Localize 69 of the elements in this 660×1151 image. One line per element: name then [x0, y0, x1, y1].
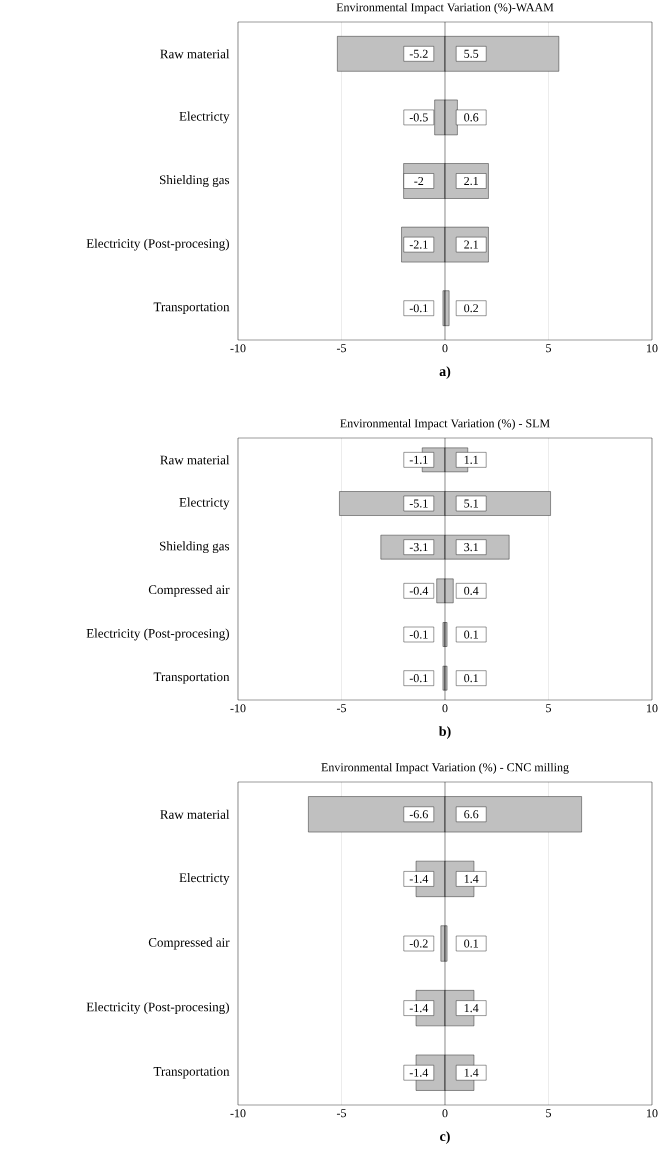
chart-title: Environmental Impact Variation (%) - CNC milling [321, 762, 569, 774]
y-tick-label: Transportation [153, 1067, 230, 1079]
data-label: 0.1 [464, 630, 478, 639]
y-tick-label: Electricity (Post-procesing) [86, 1002, 229, 1015]
x-tick-label: -5 [336, 344, 347, 353]
y-tick-label: Shielding gas [159, 541, 230, 554]
data-label: 1.4 [464, 874, 479, 883]
y-tick-label: Transportation [153, 672, 230, 684]
x-tick-label: 0 [442, 1109, 448, 1118]
data-label: 5.5 [464, 49, 479, 58]
y-tick-label: Electricty [179, 497, 230, 510]
y-tick-label: Compressed air [148, 937, 230, 950]
chart-title: Environmental Impact Variation (%)-WAAM [336, 2, 554, 14]
text: b) [438, 726, 451, 739]
data-label: -1.1 [409, 455, 428, 464]
y-tick-label: Electricity (Post-procesing) [86, 628, 229, 641]
data-label: 1.1 [464, 455, 478, 464]
data-label: 0.1 [464, 674, 478, 683]
data-label: 2.1 [464, 176, 478, 186]
data-label: -0.2 [409, 939, 428, 948]
y-tick-label: Electricty [179, 111, 230, 124]
y-tick-label: Electricty [179, 873, 230, 885]
data-label: -0.1 [409, 674, 428, 683]
y-tick-label: Compressed air [148, 584, 230, 597]
text: a) [439, 366, 451, 379]
data-label: -2.1 [409, 240, 428, 249]
data-label: -1.4 [409, 1068, 429, 1077]
data-label: 3.1 [464, 543, 478, 552]
data-label: 0.2 [464, 304, 479, 313]
y-tick-label: Raw material [160, 49, 230, 59]
data-label: 1.4 [464, 1068, 479, 1077]
data-label: -5.2 [409, 49, 428, 58]
x-tick-label: 10 [647, 1109, 658, 1118]
data-label: -1.4 [409, 1004, 429, 1013]
y-tick-label: Shielding gas [159, 175, 230, 187]
data-label: 6.6 [464, 810, 479, 819]
data-label: -2 [414, 177, 424, 185]
y-tick-label: Raw material [160, 809, 230, 819]
x-tick-label: -10 [230, 344, 246, 353]
x-tick-label: 5 [546, 704, 552, 713]
x-tick-label: -10 [230, 704, 246, 713]
y-tick-label: Raw material [160, 455, 230, 465]
data-label: -0.4 [409, 586, 429, 595]
data-label: 2.1 [464, 240, 478, 249]
data-label: -1.4 [409, 874, 429, 883]
x-tick-label: -5 [336, 1109, 347, 1118]
data-label: -0.1 [409, 630, 428, 639]
x-tick-label: 5 [546, 344, 552, 353]
y-tick-label: Transportation [153, 302, 230, 314]
text: c) [440, 1131, 450, 1144]
x-tick-label: 10 [647, 704, 658, 713]
x-tick-label: 5 [546, 1109, 552, 1118]
data-label: 1.4 [464, 1004, 479, 1013]
data-label: -3.1 [409, 543, 428, 552]
data-label: 5.1 [464, 499, 478, 508]
data-label: -0.5 [409, 113, 428, 122]
y-tick-label: Electricity (Post-procesing) [86, 238, 229, 251]
data-label: -6.6 [409, 810, 428, 819]
data-label: 0.4 [464, 586, 479, 595]
data-label: 0.1 [464, 939, 478, 948]
data-label: -5.1 [409, 499, 428, 508]
chart-title: Environmental Impact Variation (%) - SLM [340, 418, 550, 430]
x-tick-label: -5 [336, 704, 347, 713]
x-tick-label: 0 [442, 704, 448, 713]
x-tick-label: 10 [647, 344, 658, 353]
data-label: -0.1 [409, 304, 428, 313]
x-tick-label: -10 [230, 1109, 246, 1118]
x-tick-label: 0 [442, 344, 448, 353]
data-label: 0.6 [464, 113, 479, 122]
